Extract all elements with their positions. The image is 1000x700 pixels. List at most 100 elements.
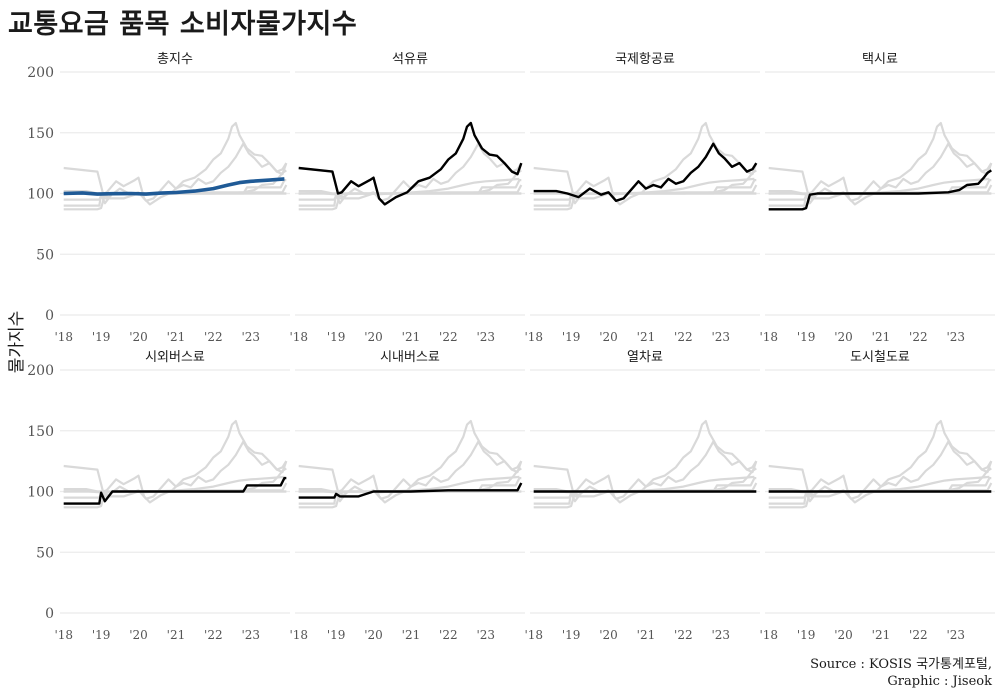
background-series-line bbox=[768, 121, 993, 206]
x-tick-label: '20 bbox=[599, 628, 618, 642]
series-line bbox=[298, 121, 523, 206]
y-tick-label: 200 bbox=[27, 65, 54, 81]
x-tick-label: '20 bbox=[129, 330, 148, 344]
x-tick-label: '18 bbox=[54, 628, 73, 642]
background-series-line bbox=[768, 440, 993, 500]
facet-panel: 도시철도료 '18 '19 '20 '21 '22 '23 bbox=[759, 350, 995, 642]
facet-panel: 시내버스료 '18 '19 '20 '21 '22 '23 bbox=[289, 350, 525, 642]
x-tick-label: '19 bbox=[797, 330, 816, 344]
x-tick-label: '22 bbox=[439, 330, 458, 344]
x-tick-label: '20 bbox=[599, 330, 618, 344]
facet-title: 국제항공료 bbox=[615, 52, 675, 67]
facet-title: 열차료 bbox=[627, 350, 663, 365]
y-tick-label: 100 bbox=[27, 485, 54, 501]
background-series-line bbox=[298, 440, 523, 500]
series-line bbox=[63, 177, 285, 196]
x-tick-label: '21 bbox=[402, 628, 421, 642]
background-series-line bbox=[768, 142, 993, 202]
x-tick-label: '23 bbox=[241, 628, 260, 642]
facet-title: 도시철도료 bbox=[850, 350, 910, 365]
y-tick-label: 0 bbox=[45, 606, 54, 622]
facet-panel: 국제항공료 '18 '19 '20 '21 '22 '23 bbox=[524, 52, 760, 344]
y-tick-label: 150 bbox=[27, 126, 54, 142]
background-series-line bbox=[63, 419, 288, 504]
x-tick-label: '23 bbox=[241, 330, 260, 344]
x-tick-label: '20 bbox=[364, 330, 383, 344]
y-tick-label: 200 bbox=[27, 363, 54, 379]
x-tick-label: '21 bbox=[167, 330, 186, 344]
x-tick-label: '19 bbox=[327, 330, 346, 344]
x-tick-label: '23 bbox=[711, 628, 730, 642]
x-tick-label: '19 bbox=[797, 628, 816, 642]
x-tick-label: '22 bbox=[909, 330, 928, 344]
facet-title: 택시료 bbox=[862, 52, 898, 67]
x-tick-label: '18 bbox=[759, 330, 778, 344]
x-tick-label: '18 bbox=[289, 330, 308, 344]
x-tick-label: '18 bbox=[289, 628, 308, 642]
background-series-line bbox=[63, 440, 288, 500]
x-tick-label: '21 bbox=[167, 628, 186, 642]
series-line bbox=[63, 476, 287, 505]
x-tick-label: '21 bbox=[637, 330, 656, 344]
y-tick-label: 0 bbox=[45, 308, 54, 324]
x-tick-label: '22 bbox=[204, 330, 223, 344]
facet-title: 시외버스료 bbox=[145, 350, 205, 365]
series-line bbox=[533, 142, 758, 202]
caption-source: Source : KOSIS 국가통계포털, bbox=[810, 657, 992, 672]
y-tick-label: 150 bbox=[27, 424, 54, 440]
x-tick-label: '23 bbox=[476, 628, 495, 642]
background-series-line bbox=[298, 419, 523, 504]
x-tick-label: '22 bbox=[674, 628, 693, 642]
x-tick-label: '20 bbox=[834, 628, 853, 642]
background-series-line bbox=[63, 121, 288, 206]
x-tick-label: '19 bbox=[562, 628, 581, 642]
x-tick-label: '18 bbox=[759, 628, 778, 642]
x-tick-label: '20 bbox=[129, 628, 148, 642]
x-tick-label: '22 bbox=[204, 628, 223, 642]
background-series-line bbox=[768, 419, 993, 504]
x-tick-label: '21 bbox=[872, 330, 891, 344]
facet-title: 시내버스료 bbox=[380, 350, 440, 365]
x-tick-label: '20 bbox=[834, 330, 853, 344]
x-tick-label: '19 bbox=[92, 628, 111, 642]
y-tick-label: 50 bbox=[36, 545, 54, 561]
caption-credit: Graphic : Jiseok bbox=[887, 674, 992, 689]
x-tick-label: '18 bbox=[524, 628, 543, 642]
x-tick-label: '19 bbox=[562, 330, 581, 344]
facet-panel: 택시료 '18 '19 '20 '21 '22 '23 bbox=[759, 52, 995, 344]
caption: Source : KOSIS 국가통계포털, Graphic : Jiseok bbox=[810, 656, 992, 690]
x-tick-label: '22 bbox=[674, 330, 693, 344]
facet-panel: 석유류 '18 '19 '20 '21 '22 '23 bbox=[289, 52, 525, 344]
x-tick-label: '22 bbox=[909, 628, 928, 642]
facet-panel: 총지수 0 50 100 150 200 '18 '19 '20 '21 '22 '23 bbox=[27, 52, 290, 344]
x-tick-label: '23 bbox=[946, 330, 965, 344]
background-series-line bbox=[533, 121, 758, 206]
series-line bbox=[768, 169, 992, 211]
x-tick-label: '19 bbox=[327, 628, 346, 642]
x-tick-label: '23 bbox=[711, 330, 730, 344]
y-tick-label: 50 bbox=[36, 247, 54, 263]
background-series-line bbox=[298, 142, 523, 202]
x-tick-label: '20 bbox=[364, 628, 383, 642]
y-axis-label: 물가지수 bbox=[7, 311, 27, 374]
background-series-line bbox=[533, 419, 758, 504]
x-tick-label: '19 bbox=[92, 330, 111, 344]
x-tick-label: '22 bbox=[439, 628, 458, 642]
background-series-line bbox=[63, 142, 288, 202]
x-tick-label: '21 bbox=[637, 628, 656, 642]
series-line bbox=[298, 482, 523, 499]
facet-panel: 시외버스료 0 50 100 150 200 '18 '19 '20 '21 '22 '23 bbox=[27, 350, 290, 642]
x-tick-label: '23 bbox=[476, 330, 495, 344]
x-tick-label: '21 bbox=[872, 628, 891, 642]
x-tick-label: '21 bbox=[402, 330, 421, 344]
facet-title: 총지수 bbox=[157, 52, 193, 67]
x-tick-label: '18 bbox=[54, 330, 73, 344]
facet-panel: 열차료 '18 '19 '20 '21 '22 '23 bbox=[524, 350, 760, 642]
chart-title: 교통요금 품목 소비자물가지수 bbox=[8, 9, 358, 40]
facet-title: 석유류 bbox=[392, 52, 428, 67]
x-tick-label: '18 bbox=[524, 330, 543, 344]
background-series-line bbox=[533, 440, 758, 500]
x-tick-label: '23 bbox=[946, 628, 965, 642]
y-tick-label: 100 bbox=[27, 187, 54, 203]
